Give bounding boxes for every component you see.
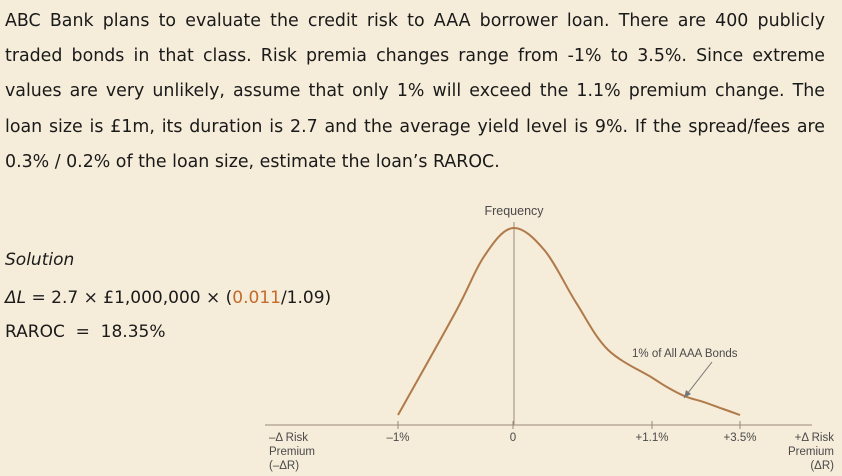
annotation-label: 1% of All AAA Bonds xyxy=(632,348,738,360)
delta-l-expression: = 2.7 × £1,000,000 × ( xyxy=(26,288,233,308)
delta-l-tail: /1.09) xyxy=(280,288,332,308)
left-axis-label-line3: (–ΔR) xyxy=(269,460,299,472)
left-axis-label-line1: –Δ Risk xyxy=(269,432,308,444)
tick-label-plus-3-5: +3.5% xyxy=(724,432,757,444)
raroc-result: RAROC = 18.35% xyxy=(5,322,166,342)
delta-l-equation: ΔL = 2.7 × £1,000,000 × (0.011/1.09) xyxy=(5,288,331,308)
tick-label-minus-1: –1% xyxy=(386,432,409,444)
annotation-arrow xyxy=(683,361,713,399)
delta-r-value: 0.011 xyxy=(232,288,281,308)
tick-label-zero: 0 xyxy=(510,432,516,444)
frequency-label: Frequency xyxy=(484,204,544,218)
right-axis-label-line2: Premium xyxy=(788,446,834,458)
delta-l-symbol: ΔL xyxy=(5,288,27,308)
right-axis-label-line3: (ΔR) xyxy=(810,460,834,472)
solution-heading: Solution xyxy=(5,250,75,270)
distribution-curve xyxy=(397,226,741,416)
problem-statement: ABC Bank plans to evaluate the credit ri… xyxy=(5,11,825,172)
tick-label-plus-1-1: +1.1% xyxy=(636,432,669,444)
right-axis-label-line1: +Δ Risk xyxy=(795,432,835,444)
arrow-head-icon xyxy=(684,390,691,398)
left-axis-label-line2: Premium xyxy=(269,446,315,458)
